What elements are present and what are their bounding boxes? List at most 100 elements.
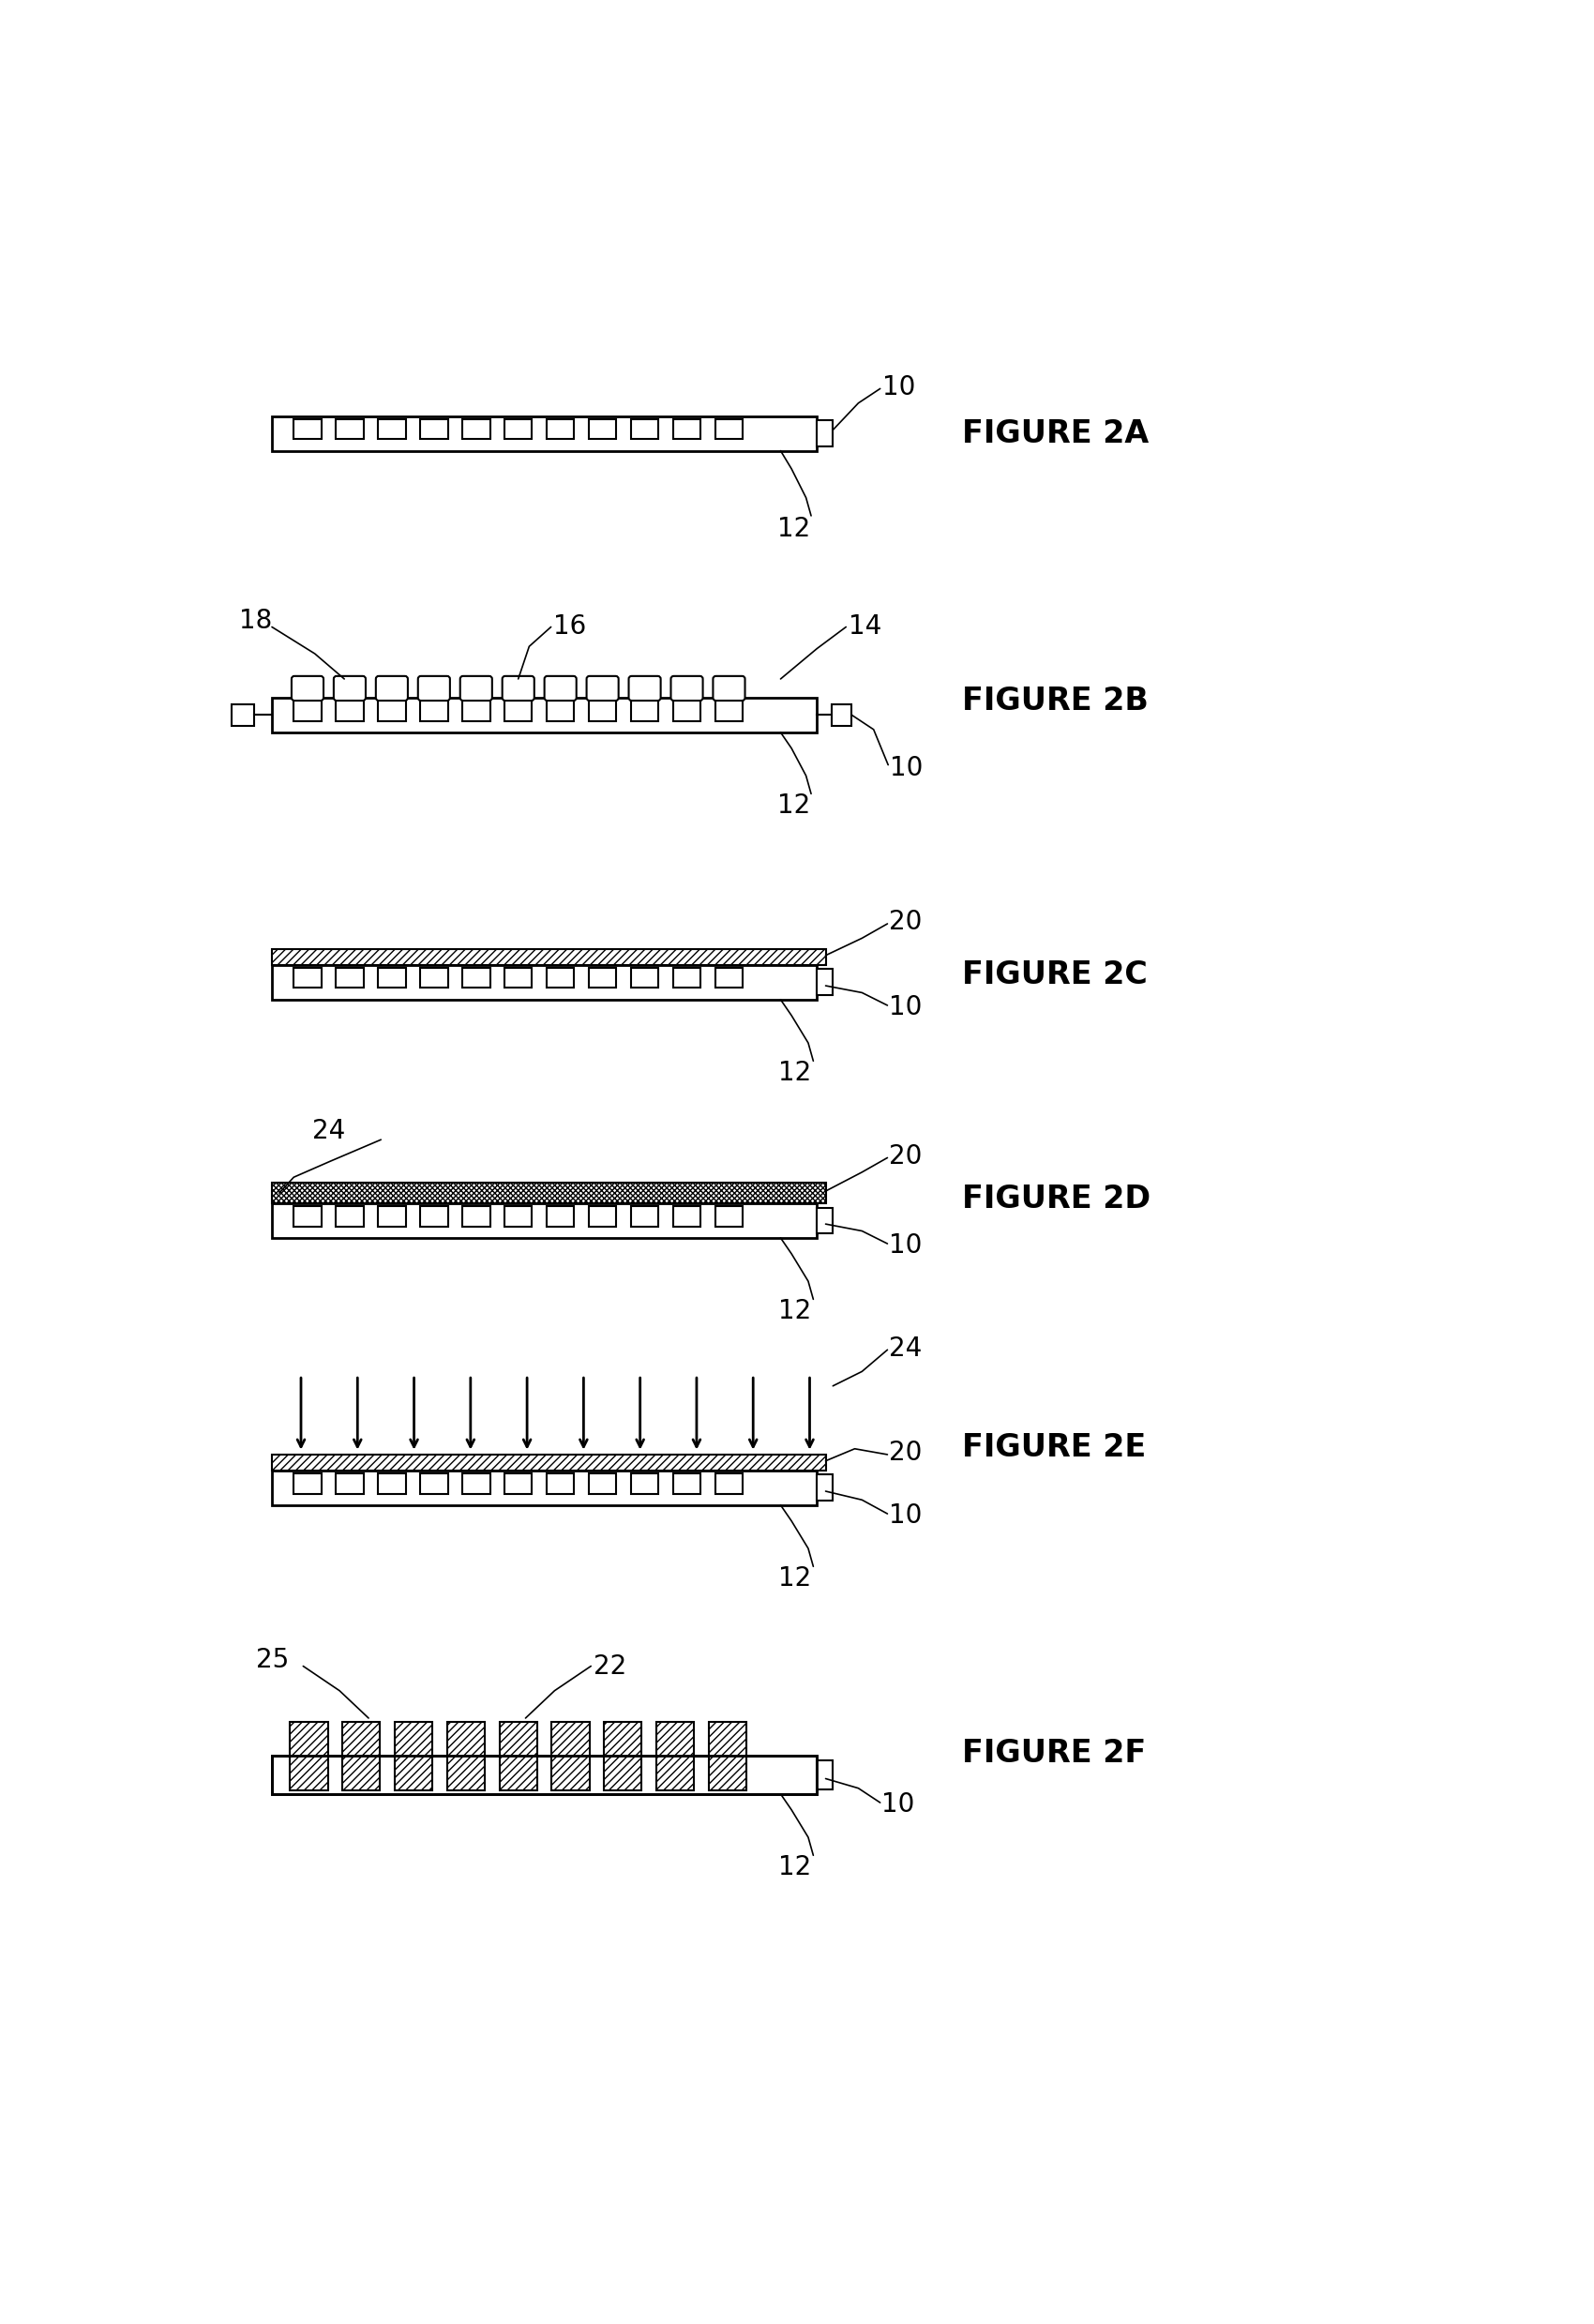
Bar	[631, 700, 658, 720]
Bar	[273, 1755, 816, 1794]
Bar	[293, 1473, 322, 1494]
Bar	[293, 700, 322, 720]
Bar	[273, 1183, 826, 1204]
Bar	[378, 1206, 405, 1227]
Bar	[588, 967, 617, 988]
Bar	[336, 1206, 363, 1227]
Bar	[716, 700, 743, 720]
FancyBboxPatch shape	[461, 676, 493, 700]
Bar	[673, 418, 701, 439]
Bar	[504, 967, 532, 988]
Bar	[504, 1473, 532, 1494]
Text: 10: 10	[889, 755, 923, 781]
Bar	[631, 1206, 658, 1227]
Text: 12: 12	[778, 1060, 811, 1085]
Bar	[462, 700, 489, 720]
Bar	[499, 1722, 537, 1789]
Text: FIGURE 2E: FIGURE 2E	[963, 1432, 1146, 1464]
Text: 22: 22	[593, 1652, 626, 1680]
Bar	[395, 1722, 432, 1789]
Bar	[290, 1722, 328, 1789]
FancyBboxPatch shape	[628, 676, 660, 700]
Bar	[604, 1722, 642, 1789]
Bar	[716, 1206, 743, 1227]
Bar	[631, 418, 658, 439]
Bar	[233, 704, 253, 725]
FancyBboxPatch shape	[671, 676, 703, 700]
Bar	[421, 1473, 448, 1494]
Bar	[588, 700, 617, 720]
Text: 12: 12	[778, 1299, 811, 1325]
FancyBboxPatch shape	[292, 676, 324, 700]
Bar	[462, 418, 489, 439]
FancyBboxPatch shape	[713, 676, 744, 700]
Bar	[378, 700, 405, 720]
Bar	[832, 704, 851, 725]
Text: FIGURE 2A: FIGURE 2A	[963, 418, 1149, 449]
Text: 10: 10	[889, 1232, 921, 1257]
Bar	[336, 418, 363, 439]
Text: 20: 20	[889, 1143, 921, 1169]
Bar	[293, 1206, 322, 1227]
Bar	[378, 1473, 405, 1494]
Bar	[336, 967, 363, 988]
Bar	[631, 1473, 658, 1494]
Bar	[673, 700, 701, 720]
Bar	[421, 1206, 448, 1227]
FancyBboxPatch shape	[502, 676, 534, 700]
Bar	[462, 1206, 489, 1227]
Bar	[716, 967, 743, 988]
Text: 10: 10	[881, 1792, 915, 1817]
Text: 10: 10	[889, 995, 921, 1020]
Bar	[547, 700, 574, 720]
Bar	[293, 967, 322, 988]
Bar	[504, 1206, 532, 1227]
Text: 12: 12	[778, 792, 810, 818]
Bar	[336, 1473, 363, 1494]
Bar	[273, 697, 816, 732]
Bar	[446, 1722, 485, 1789]
Text: 24: 24	[889, 1336, 921, 1362]
Text: 10: 10	[889, 1501, 921, 1529]
Bar	[716, 1473, 743, 1494]
Text: 16: 16	[553, 614, 587, 639]
Bar	[816, 421, 834, 446]
Text: 10: 10	[883, 374, 915, 400]
Bar	[631, 967, 658, 988]
Bar	[343, 1722, 381, 1789]
FancyBboxPatch shape	[587, 676, 618, 700]
Text: FIGURE 2C: FIGURE 2C	[963, 960, 1148, 990]
Bar	[816, 1476, 834, 1501]
Text: FIGURE 2F: FIGURE 2F	[963, 1738, 1146, 1769]
Bar	[673, 1473, 701, 1494]
Bar	[273, 1455, 826, 1471]
Bar	[462, 1473, 489, 1494]
Text: FIGURE 2D: FIGURE 2D	[963, 1183, 1151, 1215]
Text: 24: 24	[312, 1118, 344, 1143]
Bar	[273, 416, 816, 451]
Bar	[421, 700, 448, 720]
Bar	[657, 1722, 693, 1789]
FancyBboxPatch shape	[376, 676, 408, 700]
FancyBboxPatch shape	[545, 676, 577, 700]
Text: 12: 12	[778, 516, 810, 541]
Bar	[816, 969, 834, 995]
Bar	[336, 700, 363, 720]
Text: 12: 12	[778, 1566, 811, 1592]
FancyBboxPatch shape	[418, 676, 450, 700]
Bar	[547, 1206, 574, 1227]
Bar	[709, 1722, 746, 1789]
Bar	[421, 418, 448, 439]
Bar	[273, 964, 816, 999]
Bar	[547, 1473, 574, 1494]
FancyBboxPatch shape	[333, 676, 365, 700]
Bar	[293, 418, 322, 439]
Bar	[673, 967, 701, 988]
Text: FIGURE 2B: FIGURE 2B	[963, 686, 1149, 716]
Bar	[504, 418, 532, 439]
Text: 25: 25	[257, 1648, 289, 1673]
Bar	[588, 418, 617, 439]
Text: 12: 12	[778, 1855, 811, 1880]
Text: 20: 20	[889, 909, 921, 937]
Bar	[547, 967, 574, 988]
